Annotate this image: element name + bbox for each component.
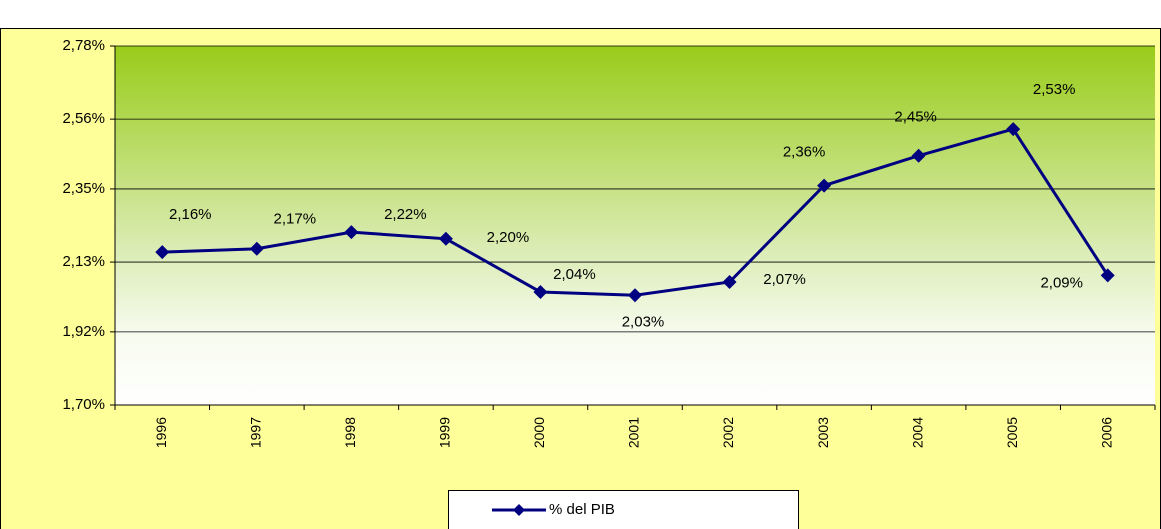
data-point <box>438 231 453 246</box>
x-tick-label: 2006 <box>1098 417 1114 448</box>
x-tick-label: 2003 <box>815 417 831 448</box>
data-label: 2,53% <box>1033 81 1076 98</box>
data-label: 2,09% <box>1040 274 1083 291</box>
data-label: 2,45% <box>894 109 937 126</box>
data-point <box>1006 122 1021 137</box>
x-tick-label: 1996 <box>153 417 169 448</box>
data-point <box>533 284 548 299</box>
y-tick-label: 2,35% <box>62 180 105 197</box>
x-tick-label: 2005 <box>1004 417 1020 448</box>
y-tick-label: 1,92% <box>62 323 105 340</box>
y-tick-label: 2,13% <box>62 253 105 270</box>
data-label: 2,20% <box>487 229 530 246</box>
plot-area <box>115 46 1155 405</box>
legend: % del PIB <box>448 490 799 529</box>
data-label: 2,22% <box>384 206 427 223</box>
legend-marker <box>513 504 525 516</box>
data-point <box>1100 268 1115 283</box>
data-label: 2,36% <box>783 144 826 161</box>
data-point <box>722 275 737 290</box>
x-tick-label: 1999 <box>437 417 453 448</box>
x-tick-label: 1997 <box>248 417 264 448</box>
data-point <box>155 245 170 260</box>
y-tick-label: 2,56% <box>62 110 105 127</box>
x-tick-label: 2001 <box>626 417 642 448</box>
data-point <box>628 288 642 303</box>
x-tick-label: 1998 <box>342 417 358 448</box>
data-point <box>911 148 926 163</box>
y-tick-label: 1,70% <box>62 396 105 413</box>
data-label: 2,04% <box>553 266 596 283</box>
y-tick-label: 2,78% <box>62 37 105 54</box>
data-label: 2,17% <box>274 211 317 228</box>
data-label: 2,07% <box>763 271 806 288</box>
data-point <box>344 225 359 240</box>
x-tick-label: 2002 <box>720 417 736 448</box>
x-tick-label: 2000 <box>531 417 547 448</box>
x-tick-label: 2004 <box>909 417 925 448</box>
legend-label: % del PIB <box>549 501 615 518</box>
data-label: 2,03% <box>622 313 665 330</box>
data-label: 2,16% <box>169 206 212 223</box>
data-point <box>249 241 264 256</box>
data-point <box>817 178 832 193</box>
